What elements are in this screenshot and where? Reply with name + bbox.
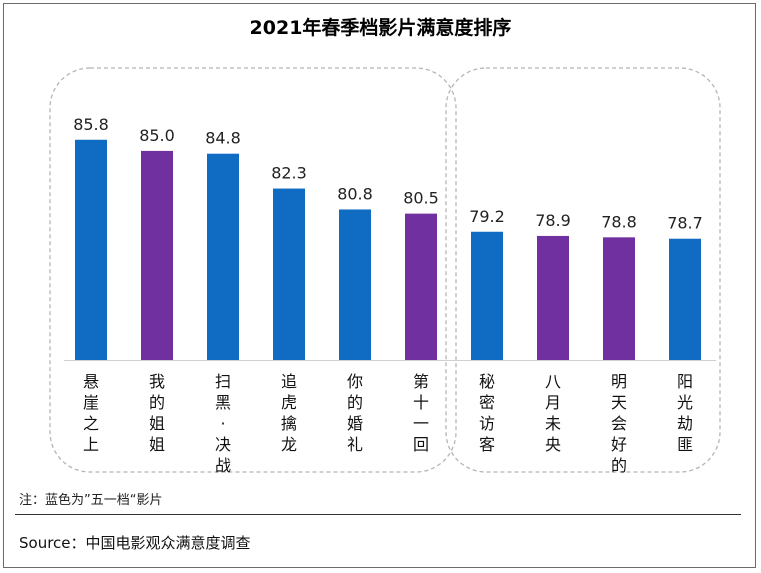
data-label: 80.5 bbox=[403, 189, 439, 208]
bar bbox=[471, 231, 503, 360]
data-label: 78.8 bbox=[601, 212, 637, 231]
category-label: 八月未央 bbox=[545, 372, 561, 454]
data-label: 85.8 bbox=[73, 115, 109, 134]
bar bbox=[75, 139, 107, 360]
divider bbox=[15, 514, 741, 515]
footnote: 注：蓝色为”五一档“影片 bbox=[19, 493, 163, 508]
bar bbox=[405, 213, 437, 360]
bar bbox=[669, 238, 701, 360]
data-label: 84.8 bbox=[205, 129, 241, 148]
category-label: 悬崖之上 bbox=[83, 372, 99, 454]
bar bbox=[537, 235, 569, 360]
category-label: 第十一回 bbox=[413, 372, 429, 454]
category-label: 我的姐姐 bbox=[149, 372, 165, 454]
category-label: 追虎擒龙 bbox=[281, 372, 297, 454]
bar bbox=[273, 188, 305, 360]
category-label: 你的婚礼 bbox=[347, 372, 363, 454]
data-label: 78.9 bbox=[535, 211, 571, 230]
data-label: 79.2 bbox=[469, 207, 505, 226]
source-line: Source：中国电影观众满意度调查 bbox=[19, 534, 251, 552]
data-label: 78.7 bbox=[667, 214, 703, 233]
category-label: 明天会好的 bbox=[611, 372, 627, 475]
category-label: 扫黑·决战 bbox=[215, 372, 231, 475]
category-label: 秘密访客 bbox=[479, 372, 495, 454]
category-label: 阳光劫匪 bbox=[677, 372, 693, 454]
bar bbox=[207, 153, 239, 360]
chart-title: 2021年春季档影片满意度排序 bbox=[249, 17, 512, 39]
bar bbox=[339, 209, 371, 360]
bar bbox=[141, 150, 173, 360]
bar bbox=[603, 237, 635, 360]
data-label: 82.3 bbox=[271, 164, 307, 183]
group-box-1 bbox=[49, 67, 457, 473]
data-label: 80.8 bbox=[337, 184, 373, 203]
data-label: 85.0 bbox=[139, 126, 175, 145]
